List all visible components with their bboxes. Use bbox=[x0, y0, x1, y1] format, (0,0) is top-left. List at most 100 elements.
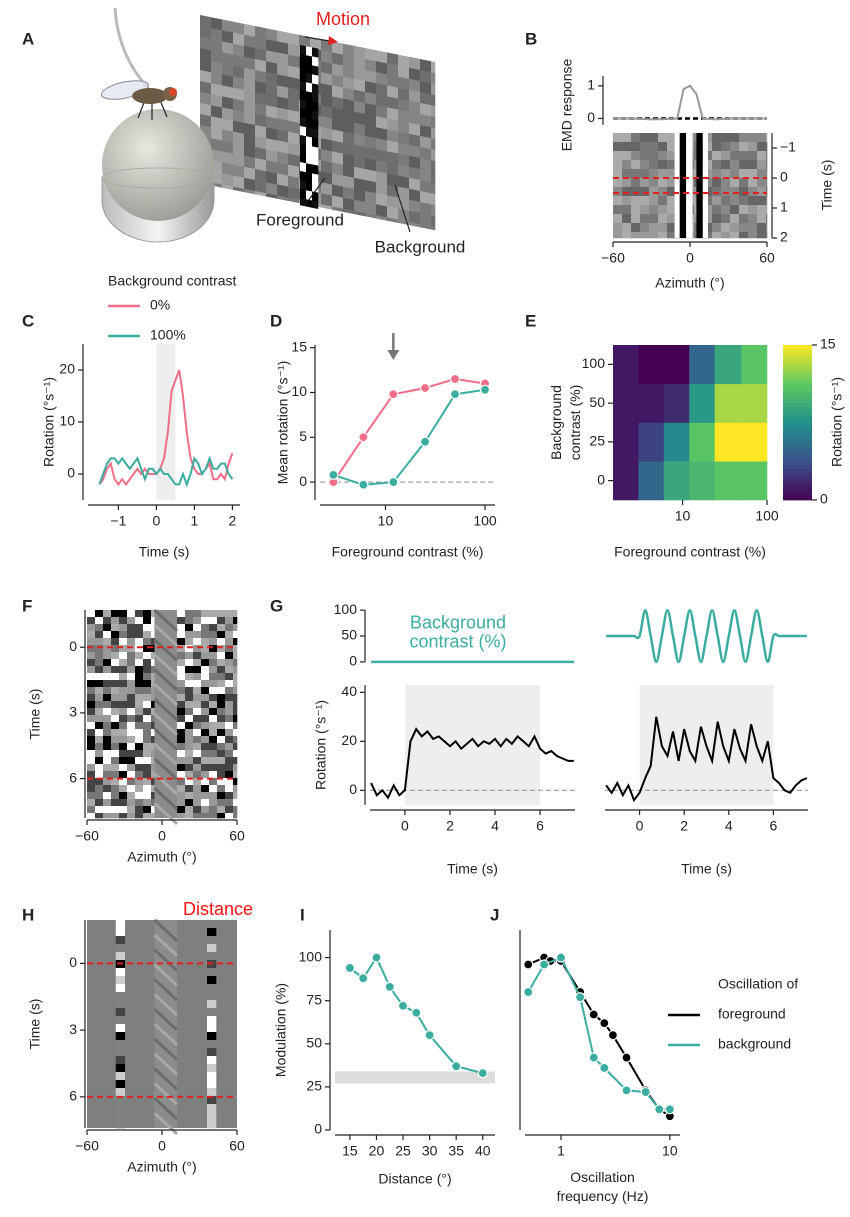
stimulus-pixel bbox=[266, 116, 278, 130]
stimulus-pixel bbox=[613, 169, 623, 179]
y-tick-label: 3 bbox=[69, 704, 77, 720]
colorbar-slice bbox=[783, 372, 812, 377]
stimulus-pixel bbox=[87, 666, 96, 674]
stimulus-pixel bbox=[87, 715, 96, 723]
contrast-label: contrast (%) bbox=[409, 631, 506, 651]
stimulus-pixel bbox=[312, 155, 319, 166]
stimulus-pixel bbox=[103, 764, 112, 772]
stimulus-pixel bbox=[217, 694, 226, 702]
stimulus-pixel bbox=[95, 701, 104, 709]
stimulus-pixel bbox=[387, 129, 399, 143]
stimulus-pixel bbox=[95, 638, 104, 646]
stimulus-pixel bbox=[95, 610, 104, 618]
stimulus-pixel bbox=[103, 617, 112, 625]
stimulus-pixel bbox=[244, 111, 256, 126]
panel-label: A bbox=[22, 29, 34, 48]
stimulus-pixel bbox=[649, 214, 659, 224]
colorbar-slice bbox=[783, 476, 812, 482]
y-tick-label: 0 bbox=[780, 169, 788, 185]
stimulus-pixel bbox=[193, 631, 202, 639]
y-axis-label: contrast (%) bbox=[567, 385, 583, 460]
stimulus-pixel bbox=[658, 223, 668, 233]
stimulus-pixel bbox=[712, 214, 722, 224]
stimulus-pixel bbox=[255, 136, 267, 150]
stimulus-pixel bbox=[431, 215, 436, 228]
stimulus-pixel bbox=[103, 771, 112, 779]
stimulus-pixel bbox=[233, 175, 245, 190]
stimulus-pixel bbox=[111, 666, 120, 674]
stimulus-pixel bbox=[217, 645, 226, 653]
stimulus-pixel bbox=[217, 799, 226, 807]
stimulus-pixel bbox=[431, 193, 436, 206]
y-tick-label: 40 bbox=[341, 683, 357, 699]
stimulus-pixel bbox=[631, 142, 641, 152]
colorbar-slice bbox=[783, 422, 812, 427]
stimulus-pixel bbox=[631, 205, 641, 215]
stimulus-pixel bbox=[420, 125, 432, 139]
stimulus-pixel bbox=[207, 952, 217, 961]
stimulus-pixel bbox=[135, 743, 144, 751]
stimulus-pixel bbox=[748, 232, 758, 239]
stimulus-pixel bbox=[201, 715, 210, 723]
stimulus-pixel bbox=[119, 771, 128, 779]
stimulus-pixel bbox=[127, 764, 136, 772]
stimulus-pixel bbox=[222, 41, 234, 55]
stimulus-pixel bbox=[127, 701, 136, 709]
stimulus-pixel bbox=[306, 163, 313, 174]
stimulus-pixel bbox=[193, 806, 202, 814]
stimulus-pixel bbox=[622, 196, 632, 206]
stimulus-pixel bbox=[201, 778, 210, 786]
stimulus-pixel bbox=[111, 631, 120, 639]
stimulus-pixel bbox=[185, 736, 194, 744]
stimulus-pixel bbox=[225, 694, 234, 702]
rotation-line bbox=[605, 716, 808, 803]
stimulus-pixel bbox=[177, 610, 186, 618]
stimulus-pixel bbox=[739, 232, 749, 239]
stimulus-pixel bbox=[103, 792, 112, 800]
stimulus-pixel bbox=[255, 114, 267, 128]
stimulus-pixel bbox=[233, 43, 245, 58]
stimulus-pixel bbox=[757, 205, 767, 215]
heatmap-cell bbox=[663, 345, 690, 385]
stimulus-pixel bbox=[193, 701, 202, 709]
stimulus-pixel bbox=[420, 213, 432, 227]
x-tick-label: 1 bbox=[191, 513, 199, 529]
y-tick-label: 6 bbox=[69, 769, 77, 785]
stimulus-pixel bbox=[233, 813, 238, 819]
stimulus-pixel bbox=[376, 160, 388, 174]
stimulus-pixel bbox=[209, 631, 218, 639]
stimulus-pixel bbox=[207, 976, 217, 985]
stimulus-pixel bbox=[244, 56, 256, 71]
x-tick-label: −60 bbox=[75, 828, 99, 844]
data-point bbox=[621, 1052, 632, 1063]
stimulus-pixel bbox=[233, 708, 238, 716]
y-tick-label: 50 bbox=[589, 394, 605, 410]
data-line bbox=[613, 84, 767, 121]
colorbar-slice bbox=[783, 441, 812, 447]
stimulus-pixel bbox=[217, 785, 226, 793]
stimulus-pixel bbox=[255, 48, 267, 62]
data-point bbox=[449, 389, 461, 400]
data-line bbox=[527, 956, 670, 1111]
stimulus-pixel bbox=[757, 142, 767, 152]
legend-label: 100% bbox=[150, 327, 186, 343]
stimulus-pixel bbox=[387, 217, 399, 223]
x-axis-label: Foreground contrast (%) bbox=[332, 544, 484, 560]
data-point bbox=[358, 432, 369, 443]
stimulus-pixel bbox=[115, 1048, 126, 1057]
stimulus-pixel bbox=[87, 708, 96, 716]
stimulus-pixel bbox=[420, 59, 432, 73]
stimulus-pixel bbox=[409, 221, 421, 228]
stimulus-pixel bbox=[730, 196, 740, 206]
stimulus-pixel bbox=[255, 103, 267, 117]
stimulus-pixel bbox=[115, 1072, 126, 1081]
stimulus-pixel bbox=[739, 205, 749, 215]
stimulus-pixel bbox=[354, 177, 366, 192]
stimulus-pixel bbox=[193, 771, 202, 779]
stimulus-pixel bbox=[420, 114, 432, 128]
stimulus-pixel bbox=[119, 743, 128, 751]
stimulus-pixel bbox=[211, 149, 223, 163]
stimulus-pixel bbox=[207, 1048, 217, 1057]
stimulus-pixel bbox=[712, 178, 722, 188]
stimulus-pixel bbox=[332, 118, 344, 132]
